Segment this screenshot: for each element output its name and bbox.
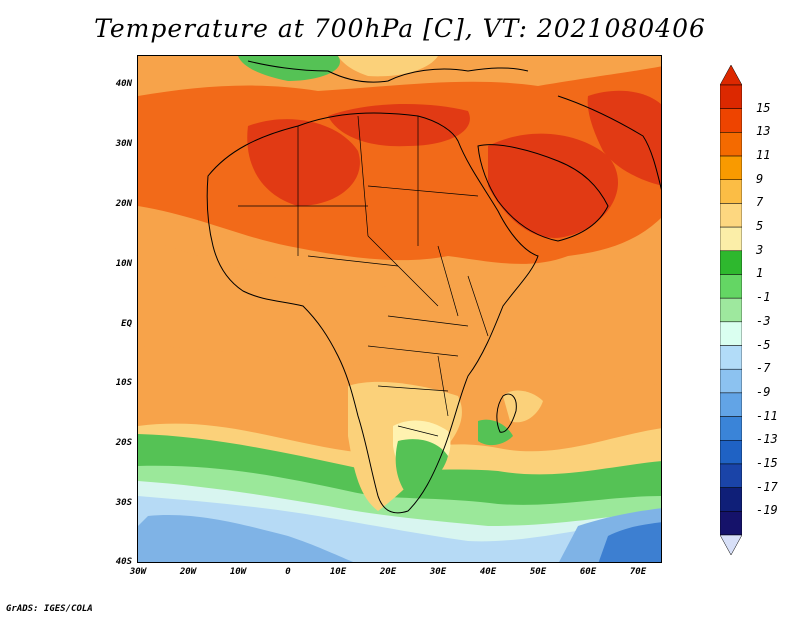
colorbar-label: -11 <box>756 408 778 423</box>
colorbar-cell <box>720 392 742 417</box>
colorbar-label: -13 <box>756 432 778 447</box>
madagascar-outline <box>496 393 517 433</box>
lat-label: 40N <box>115 79 132 89</box>
colorbar-label: 5 <box>756 219 764 234</box>
chart-title: Temperature at 700hPa [C], VT: 202108040… <box>94 14 706 43</box>
kalahari-green <box>395 439 448 496</box>
colorbar-label: -17 <box>756 479 778 494</box>
colorbar-label: -3 <box>756 313 771 328</box>
lon-label: 40E <box>479 567 497 577</box>
lon-label: 10E <box>329 567 347 577</box>
lat-label: 40S <box>115 557 132 567</box>
temperature-map <box>137 55 662 563</box>
colorbar-label: 11 <box>756 148 771 163</box>
colorbar-label: -7 <box>756 361 771 376</box>
colorbar-cell <box>720 511 742 536</box>
arabia-outline <box>477 144 609 242</box>
lon-label: 20E <box>379 567 397 577</box>
africa-coastline <box>206 112 539 514</box>
lon-label: 30E <box>429 567 447 577</box>
lon-label: 0 <box>285 567 291 577</box>
lon-label: 20W <box>179 567 197 577</box>
colorbar-cell <box>720 84 742 109</box>
colorbar-label: -9 <box>756 384 771 399</box>
colorbar-cell <box>720 108 742 133</box>
lon-label: 50E <box>529 567 547 577</box>
lat-label: 20S <box>115 438 132 448</box>
colorbar-label: -5 <box>756 337 771 352</box>
arabia-hot <box>488 133 619 238</box>
colorbar-label: 15 <box>756 100 771 115</box>
colorbar-label: 7 <box>756 195 764 210</box>
colorbar-cell <box>720 179 742 204</box>
band-m7c-west <box>138 515 354 562</box>
colorbar-cell <box>720 463 742 488</box>
colorbar-label: 3 <box>756 242 764 257</box>
country-borders <box>238 115 489 437</box>
colorbar-bottom-arrow <box>720 534 742 555</box>
band-m11c-east <box>598 522 661 562</box>
madagascar-warm <box>503 390 543 423</box>
colorbar-cell <box>720 487 742 512</box>
colorbar-cell <box>720 226 742 252</box>
grads-credit: GrADS: IGES/COLA <box>6 604 93 614</box>
colorbar-label: 13 <box>756 124 771 139</box>
colorbar-cell <box>720 155 742 180</box>
lat-label: 20N <box>115 199 132 209</box>
lon-label: 30W <box>129 567 147 577</box>
lat-label: EQ <box>121 319 132 329</box>
colorbar-label: 9 <box>756 171 764 186</box>
colorbar-cell <box>720 416 742 441</box>
lon-label: 60E <box>579 567 597 577</box>
iran-hot <box>587 90 661 186</box>
map-canvas <box>138 56 661 562</box>
colorbar-cell <box>720 274 742 299</box>
lat-label: 30S <box>115 498 132 508</box>
lat-label: 30N <box>115 139 132 149</box>
colorbar <box>720 65 742 555</box>
colorbar-cell <box>720 321 742 346</box>
lat-label: 10S <box>115 378 132 388</box>
colorbar-cell <box>720 368 742 394</box>
lon-label: 70E <box>629 567 647 577</box>
libya-egypt-hot <box>328 104 470 147</box>
mediterranean-coast <box>247 60 529 83</box>
colorbar-cell <box>720 345 742 370</box>
colorbar-cell <box>720 132 742 157</box>
colorbar-cell <box>720 250 742 275</box>
lon-label: 10W <box>229 567 247 577</box>
colorbar-cell <box>720 440 742 465</box>
colorbar-label: -19 <box>756 503 778 518</box>
sahara-hot-west <box>247 119 360 206</box>
mozambique-green <box>478 419 513 446</box>
colorbar-top-arrow <box>720 65 742 86</box>
lat-label: 10N <box>115 259 132 269</box>
equatorial-band <box>138 236 661 386</box>
colorbar-label: -15 <box>756 455 778 470</box>
colorbar-label: 1 <box>756 266 764 281</box>
colorbar-label: -1 <box>756 290 771 305</box>
colorbar-cell <box>720 203 742 228</box>
asia-coast <box>557 95 661 190</box>
balkan-mild <box>338 56 438 77</box>
colorbar-cell <box>720 297 742 323</box>
